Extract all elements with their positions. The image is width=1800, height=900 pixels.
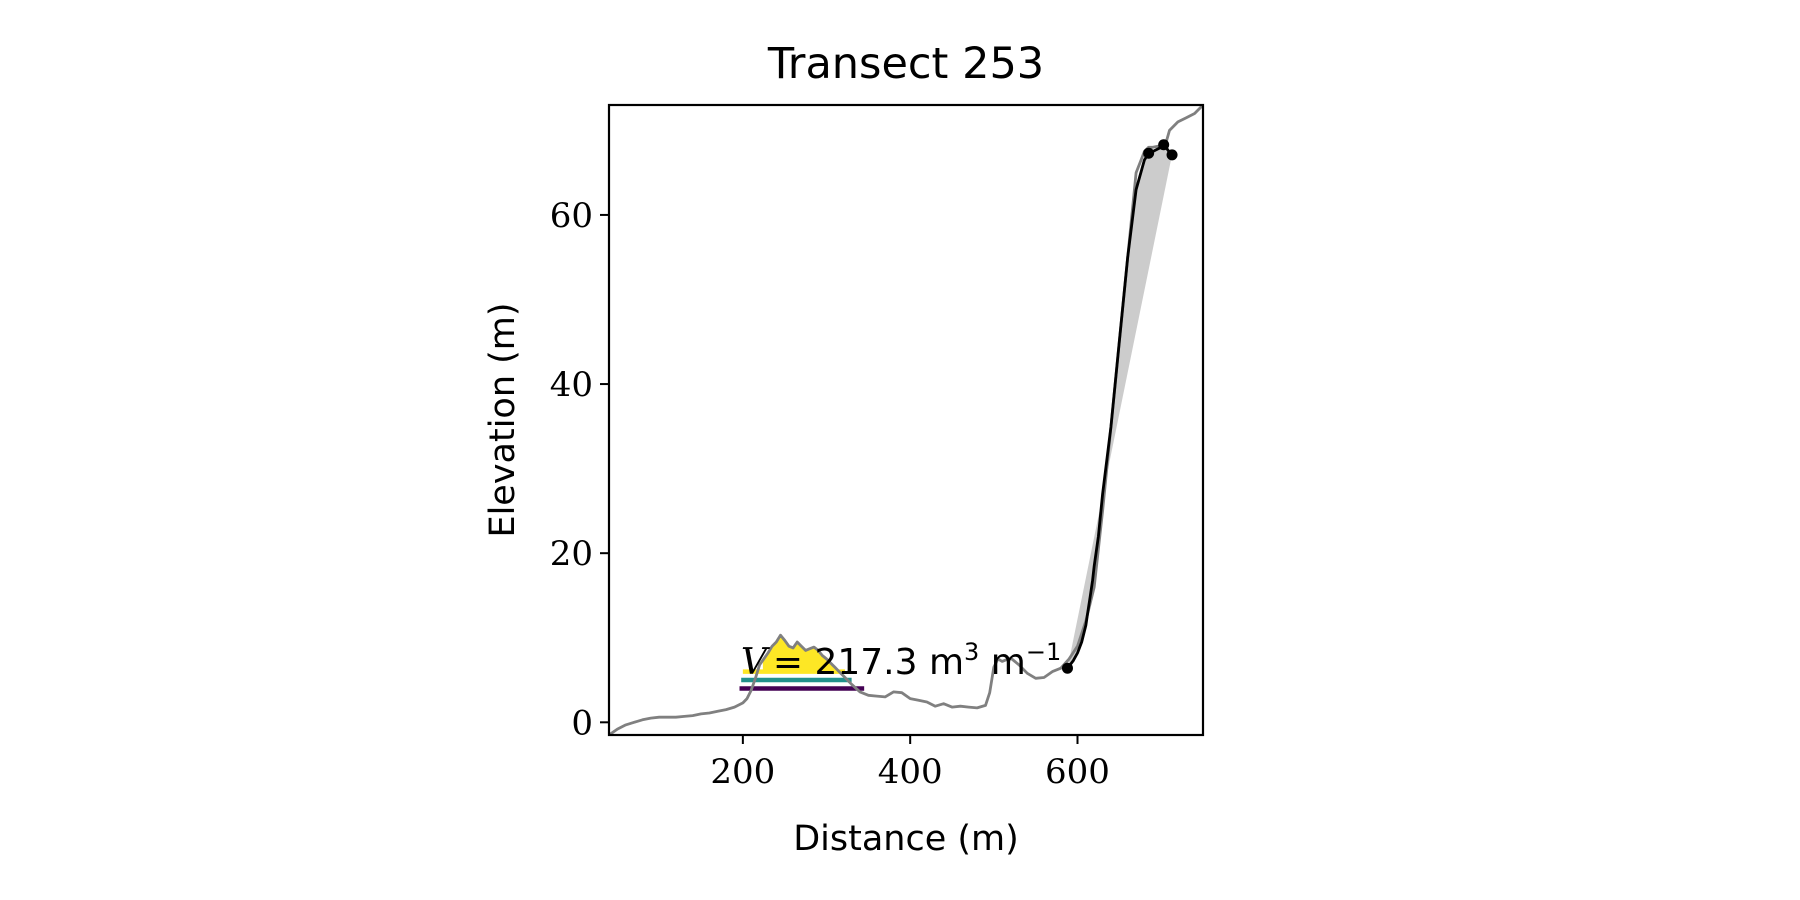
chart-title: Transect 253 [767, 39, 1044, 89]
cliff-point [1061, 662, 1073, 674]
annotation-text-2: m [979, 642, 1026, 683]
elevation-profile-line [609, 105, 1203, 735]
plot-layer [609, 105, 1203, 735]
y-tick-label: 40 [550, 365, 593, 405]
y-tick-label: 20 [550, 534, 593, 574]
x-axis-label: Distance (m) [793, 819, 1019, 859]
cliff-point [1158, 139, 1170, 151]
y-tick-label: 60 [550, 196, 593, 236]
y-axis-label: Elevation (m) [483, 302, 523, 537]
axes-frame [607, 103, 1205, 737]
annotation-sup-minus1: −1 [1026, 638, 1061, 666]
cliff-point [1143, 147, 1155, 159]
annotation-sup-3: 3 [964, 638, 979, 666]
cliff-profile-line [1066, 144, 1173, 670]
cliff-point [1166, 149, 1178, 161]
x-tick-label: 400 [878, 752, 943, 792]
y-tick-label: 0 [571, 703, 593, 743]
cliff-volume-fill [1067, 146, 1172, 669]
x-tick-label: 200 [710, 752, 775, 792]
dune-volume-fill [762, 635, 848, 672]
annotation-symbol: V [741, 642, 771, 683]
tick-layer: 200 400 600 0 20 40 60 [550, 196, 1110, 792]
plot-area [609, 105, 1203, 735]
volume-annotation: V = 217.3 m3 m−1 [741, 638, 1061, 683]
annotation-text: = 217.3 m [773, 642, 964, 683]
x-tick-label: 600 [1045, 752, 1110, 792]
